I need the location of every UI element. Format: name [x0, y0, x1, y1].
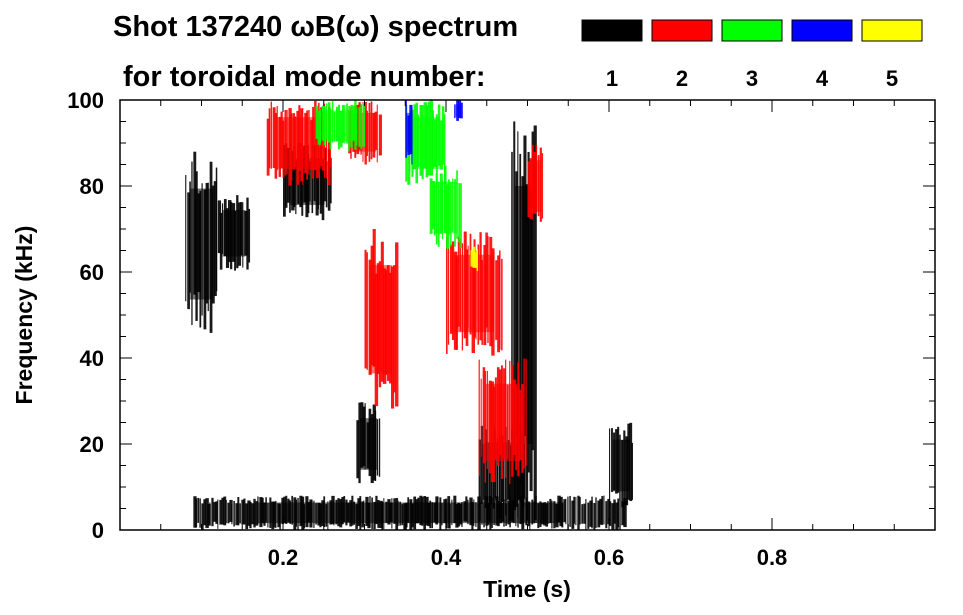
- y-axis-ticks: 0 20 40 60 80 100: [67, 88, 935, 543]
- region-mode-1-6: [609, 422, 633, 508]
- chart-title-line2: for toroidal mode number:: [123, 61, 486, 93]
- legend-swatch-mode-1: [581, 19, 643, 42]
- region-mode-4-17: [405, 100, 413, 165]
- heatmap-regions: [185, 100, 633, 530]
- legend-swatch-mode-5: [861, 19, 923, 42]
- x-axis-label: Time (s): [483, 576, 571, 602]
- legend: 1 2 3 4 5: [581, 19, 923, 91]
- region-mode-2-13: [527, 144, 544, 222]
- region-mode-2-10: [364, 229, 399, 409]
- region-mode-4-18: [454, 100, 463, 121]
- x-tick-label: 0.6: [594, 545, 625, 570]
- legend-label-mode-4: 4: [816, 66, 829, 91]
- region-mode-5-19: [470, 246, 479, 272]
- y-tick-label: 20: [80, 432, 104, 457]
- y-tick-label: 0: [92, 518, 104, 543]
- y-tick-label: 100: [67, 88, 104, 113]
- region-mode-1-1: [217, 195, 251, 271]
- legend-label-mode-2: 2: [676, 66, 688, 91]
- region-mode-1-0: [185, 151, 218, 333]
- legend-label-mode-1: 1: [606, 66, 618, 91]
- x-tick-label: 0.8: [757, 545, 788, 570]
- legend-label-mode-3: 3: [746, 66, 758, 91]
- region-mode-1-3: [356, 402, 381, 484]
- legend-swatch-mode-2: [651, 19, 713, 42]
- region-mode-2-12: [478, 358, 527, 485]
- x-axis-ticks: 0.2 0.4 0.6 0.8: [160, 100, 895, 570]
- y-tick-label: 60: [80, 260, 104, 285]
- y-tick-label: 40: [80, 346, 104, 371]
- x-tick-label: 0.2: [268, 545, 299, 570]
- legend-label-mode-5: 5: [886, 66, 898, 91]
- region-mode-3-14: [429, 165, 462, 249]
- legend-swatch-mode-4: [791, 19, 853, 42]
- legend-swatch-mode-3: [721, 19, 783, 42]
- y-axis-label: Frequency (kHz): [11, 226, 37, 405]
- region-mode-1-5: [511, 121, 537, 521]
- x-tick-label: 0.4: [431, 545, 462, 570]
- y-tick-label: 80: [80, 174, 104, 199]
- region-mode-1-7: [193, 495, 627, 530]
- chart-title-line1: Shot 137240 ωB(ω) spectrum: [113, 11, 518, 43]
- region-mode-3-15: [315, 100, 366, 152]
